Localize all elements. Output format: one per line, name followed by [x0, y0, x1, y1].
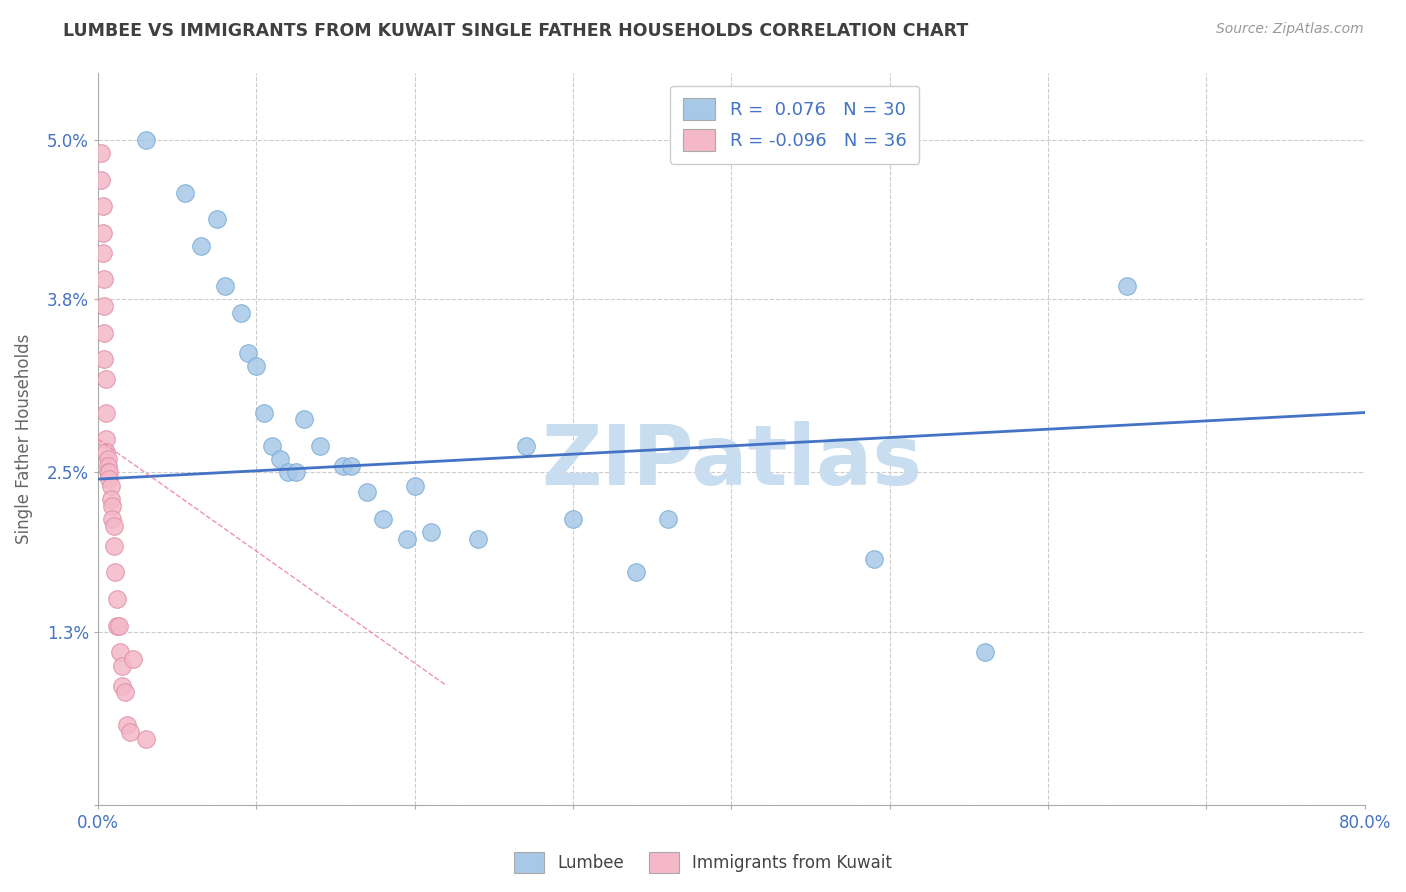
- Point: [135, 731, 157, 746]
- Point: [1116, 279, 1139, 293]
- Point: [93, 352, 115, 367]
- Point: [292, 412, 315, 426]
- Point: [973, 645, 995, 659]
- Point: [122, 652, 145, 666]
- Point: [205, 212, 228, 227]
- Point: [285, 466, 308, 480]
- Point: [101, 499, 124, 513]
- Point: [100, 492, 122, 507]
- Point: [308, 439, 330, 453]
- Point: [515, 439, 537, 453]
- Point: [135, 132, 157, 146]
- Point: [174, 186, 197, 200]
- Text: LUMBEE VS IMMIGRANTS FROM KUWAIT SINGLE FATHER HOUSEHOLDS CORRELATION CHART: LUMBEE VS IMMIGRANTS FROM KUWAIT SINGLE …: [63, 22, 969, 40]
- Point: [94, 445, 117, 459]
- Point: [111, 658, 134, 673]
- Point: [105, 591, 128, 606]
- Point: [340, 458, 363, 473]
- Point: [91, 199, 114, 213]
- Point: [238, 345, 260, 359]
- Point: [115, 718, 138, 732]
- Point: [104, 566, 127, 580]
- Point: [98, 472, 121, 486]
- Point: [118, 725, 141, 739]
- Point: [98, 466, 121, 480]
- Point: [229, 306, 252, 320]
- Point: [96, 458, 118, 473]
- Point: [253, 405, 276, 419]
- Point: [94, 372, 117, 386]
- Point: [657, 512, 679, 526]
- Point: [90, 172, 112, 186]
- Point: [101, 512, 124, 526]
- Point: [90, 145, 112, 160]
- Point: [371, 512, 394, 526]
- Y-axis label: Single Father Households: Single Father Households: [15, 334, 32, 544]
- Point: [91, 226, 114, 240]
- Point: [356, 485, 378, 500]
- Point: [395, 532, 418, 546]
- Point: [94, 405, 117, 419]
- Point: [93, 326, 115, 340]
- Legend: R =  0.076   N = 30, R = -0.096   N = 36: R = 0.076 N = 30, R = -0.096 N = 36: [671, 86, 920, 164]
- Point: [107, 618, 129, 632]
- Point: [111, 679, 134, 693]
- Point: [332, 458, 354, 473]
- Point: [93, 299, 115, 313]
- Point: [419, 525, 441, 540]
- Point: [190, 239, 212, 253]
- Point: [96, 466, 118, 480]
- Point: [269, 452, 291, 467]
- Point: [100, 479, 122, 493]
- Point: [404, 479, 426, 493]
- Point: [467, 532, 489, 546]
- Point: [626, 566, 648, 580]
- Point: [103, 539, 125, 553]
- Point: [94, 432, 117, 446]
- Text: Source: ZipAtlas.com: Source: ZipAtlas.com: [1216, 22, 1364, 37]
- Point: [863, 552, 886, 566]
- Point: [277, 466, 299, 480]
- Point: [103, 518, 125, 533]
- Point: [562, 512, 585, 526]
- Point: [245, 359, 267, 373]
- Point: [96, 452, 118, 467]
- Point: [108, 645, 131, 659]
- Point: [93, 272, 115, 286]
- Point: [214, 279, 236, 293]
- Text: ZIPatlas: ZIPatlas: [541, 421, 922, 501]
- Point: [105, 618, 128, 632]
- Point: [91, 245, 114, 260]
- Point: [262, 439, 284, 453]
- Point: [114, 685, 136, 699]
- Legend: Lumbee, Immigrants from Kuwait: Lumbee, Immigrants from Kuwait: [508, 846, 898, 880]
